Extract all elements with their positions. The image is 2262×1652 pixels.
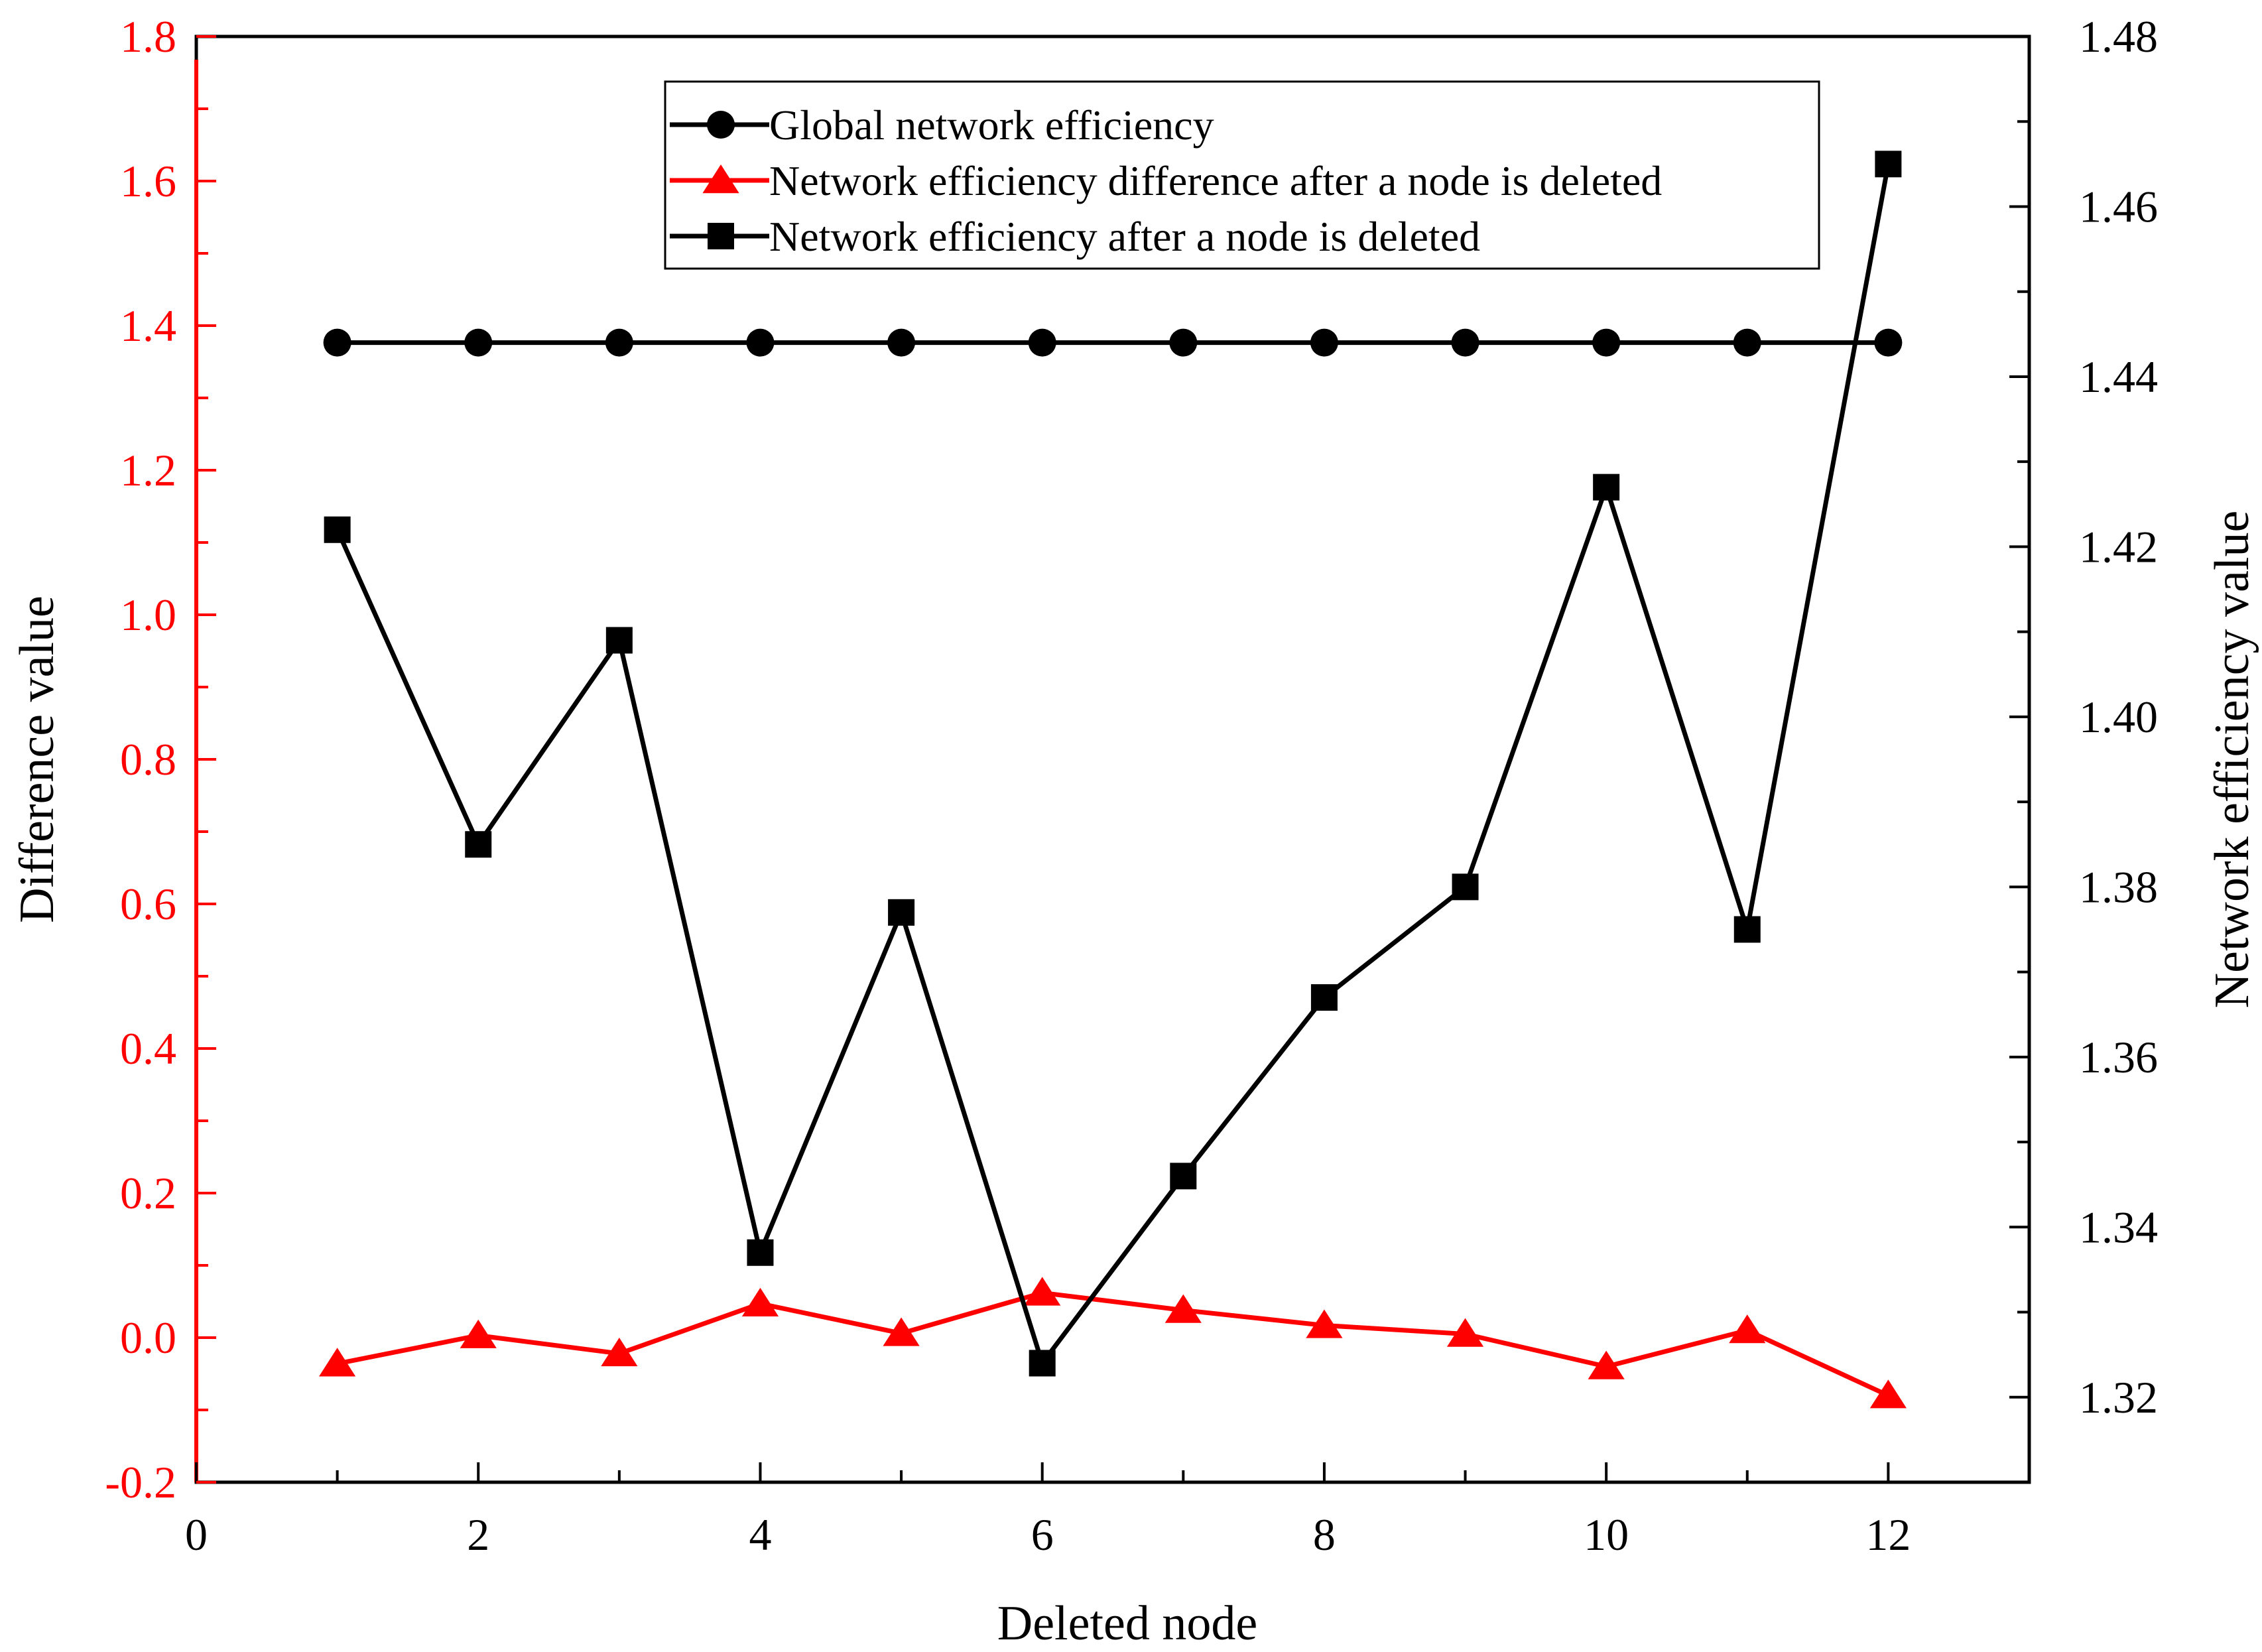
- series-layer: [319, 151, 1907, 1409]
- left-y-tick-label: 0.4: [120, 1023, 176, 1074]
- right-y-tick-label: 1.38: [2079, 861, 2158, 912]
- data-point: [464, 328, 493, 357]
- data-point: [460, 1319, 497, 1348]
- left-y-tick-label: 1.6: [120, 156, 176, 206]
- legend-swatch-marker: [702, 164, 739, 194]
- legend-label: Network efficiency difference after a no…: [769, 157, 1662, 204]
- data-point: [319, 1348, 356, 1377]
- legend-label: Global network efficiency: [769, 101, 1214, 149]
- right-y-tick-label: 1.46: [2079, 181, 2158, 231]
- data-point: [1306, 1309, 1343, 1338]
- data-point: [1451, 328, 1479, 357]
- right-y-tick-label: 1.40: [2079, 692, 2158, 742]
- left-y-tick-label: -0.2: [105, 1457, 176, 1507]
- data-point: [323, 328, 351, 357]
- x-tick-label: 8: [1313, 1509, 1336, 1560]
- left-y-axis-ticks: -0.2 0.0 0.2 0.4 0.6 0.8 1.0 1.2 1.4 1.6 1.8: [105, 11, 216, 1507]
- data-point: [1593, 474, 1620, 501]
- legend-entry: Network efficiency after a node is delet…: [670, 213, 1480, 260]
- x-tick-label: 10: [1584, 1509, 1629, 1560]
- data-point: [1875, 151, 1902, 178]
- right-y-axis-title: Network efficiency value: [2205, 511, 2259, 1009]
- legend: Global network efficiency Network efficie…: [664, 80, 1820, 270]
- right-y-tick-label: 1.32: [2079, 1372, 2158, 1423]
- legend-label: Network efficiency after a node is delet…: [769, 213, 1480, 260]
- right-y-axis-ticks: 1.32 1.34 1.36 1.38 1.40 1.42 1.44 1.46 1.48: [2009, 11, 2158, 1484]
- x-axis-title: Deleted node: [997, 1596, 1257, 1651]
- left-y-tick-label: 0.2: [120, 1168, 176, 1218]
- data-point: [601, 1337, 638, 1367]
- data-point: [324, 516, 351, 543]
- left-y-tick-label: 0.0: [120, 1312, 176, 1363]
- data-point: [1024, 1277, 1061, 1306]
- series-1: [323, 328, 1903, 357]
- data-point: [1869, 1379, 1907, 1409]
- data-point: [1729, 1314, 1766, 1344]
- data-point: [1028, 328, 1056, 357]
- x-tick-label: 0: [185, 1509, 208, 1560]
- series-line: [336, 1290, 1889, 1398]
- data-point: [888, 899, 915, 926]
- data-point: [1874, 328, 1903, 357]
- data-point: [746, 328, 775, 357]
- left-y-axis-title: Difference value: [10, 596, 64, 923]
- legend-swatch-marker: [708, 223, 734, 249]
- series-2: [319, 1277, 1907, 1409]
- series-3: [324, 151, 1902, 1377]
- left-y-tick-label: 1.8: [120, 11, 176, 62]
- left-y-tick-label: 1.2: [120, 445, 176, 495]
- legend-box: [664, 80, 1820, 270]
- right-y-tick-label: 1.34: [2079, 1202, 2158, 1252]
- left-y-tick-label: 0.6: [120, 879, 176, 929]
- x-tick-label: 2: [467, 1509, 489, 1560]
- data-point: [1310, 328, 1338, 357]
- right-y-tick-label: 1.36: [2079, 1032, 2158, 1082]
- series-line: [335, 163, 1891, 1369]
- legend-entry: Network efficiency difference after a no…: [670, 157, 1662, 204]
- data-point: [1592, 328, 1621, 357]
- left-y-tick-label: 0.8: [120, 734, 176, 785]
- data-point: [1029, 1350, 1056, 1377]
- data-point: [883, 1317, 920, 1346]
- data-point: [1310, 984, 1338, 1011]
- data-point: [741, 1287, 779, 1316]
- right-y-tick-label: 1.42: [2079, 521, 2158, 572]
- data-point: [605, 328, 633, 357]
- right-y-tick-label: 1.48: [2079, 11, 2158, 62]
- data-point: [1733, 916, 1761, 943]
- data-point: [1588, 1350, 1625, 1379]
- data-point: [605, 627, 633, 654]
- left-y-tick-label: 1.4: [120, 300, 176, 351]
- data-point: [1733, 328, 1761, 357]
- x-tick-label: 4: [749, 1509, 771, 1560]
- x-tick-label: 12: [1865, 1509, 1911, 1560]
- data-point: [1446, 1318, 1484, 1347]
- data-point: [747, 1239, 774, 1266]
- x-axis-ticks: 0 2 4 6 8 10 12: [185, 1462, 2031, 1560]
- data-point: [1169, 328, 1198, 357]
- data-point: [887, 328, 916, 357]
- legend-entry: Global network efficiency: [670, 101, 1214, 149]
- data-point: [1164, 1294, 1202, 1323]
- data-point: [1170, 1163, 1197, 1190]
- legend-swatch-marker: [707, 111, 735, 139]
- data-point: [1452, 873, 1479, 901]
- data-point: [465, 831, 492, 858]
- left-y-tick-label: 1.0: [120, 590, 176, 640]
- x-tick-label: 6: [1031, 1509, 1054, 1560]
- right-y-tick-label: 1.44: [2079, 351, 2158, 402]
